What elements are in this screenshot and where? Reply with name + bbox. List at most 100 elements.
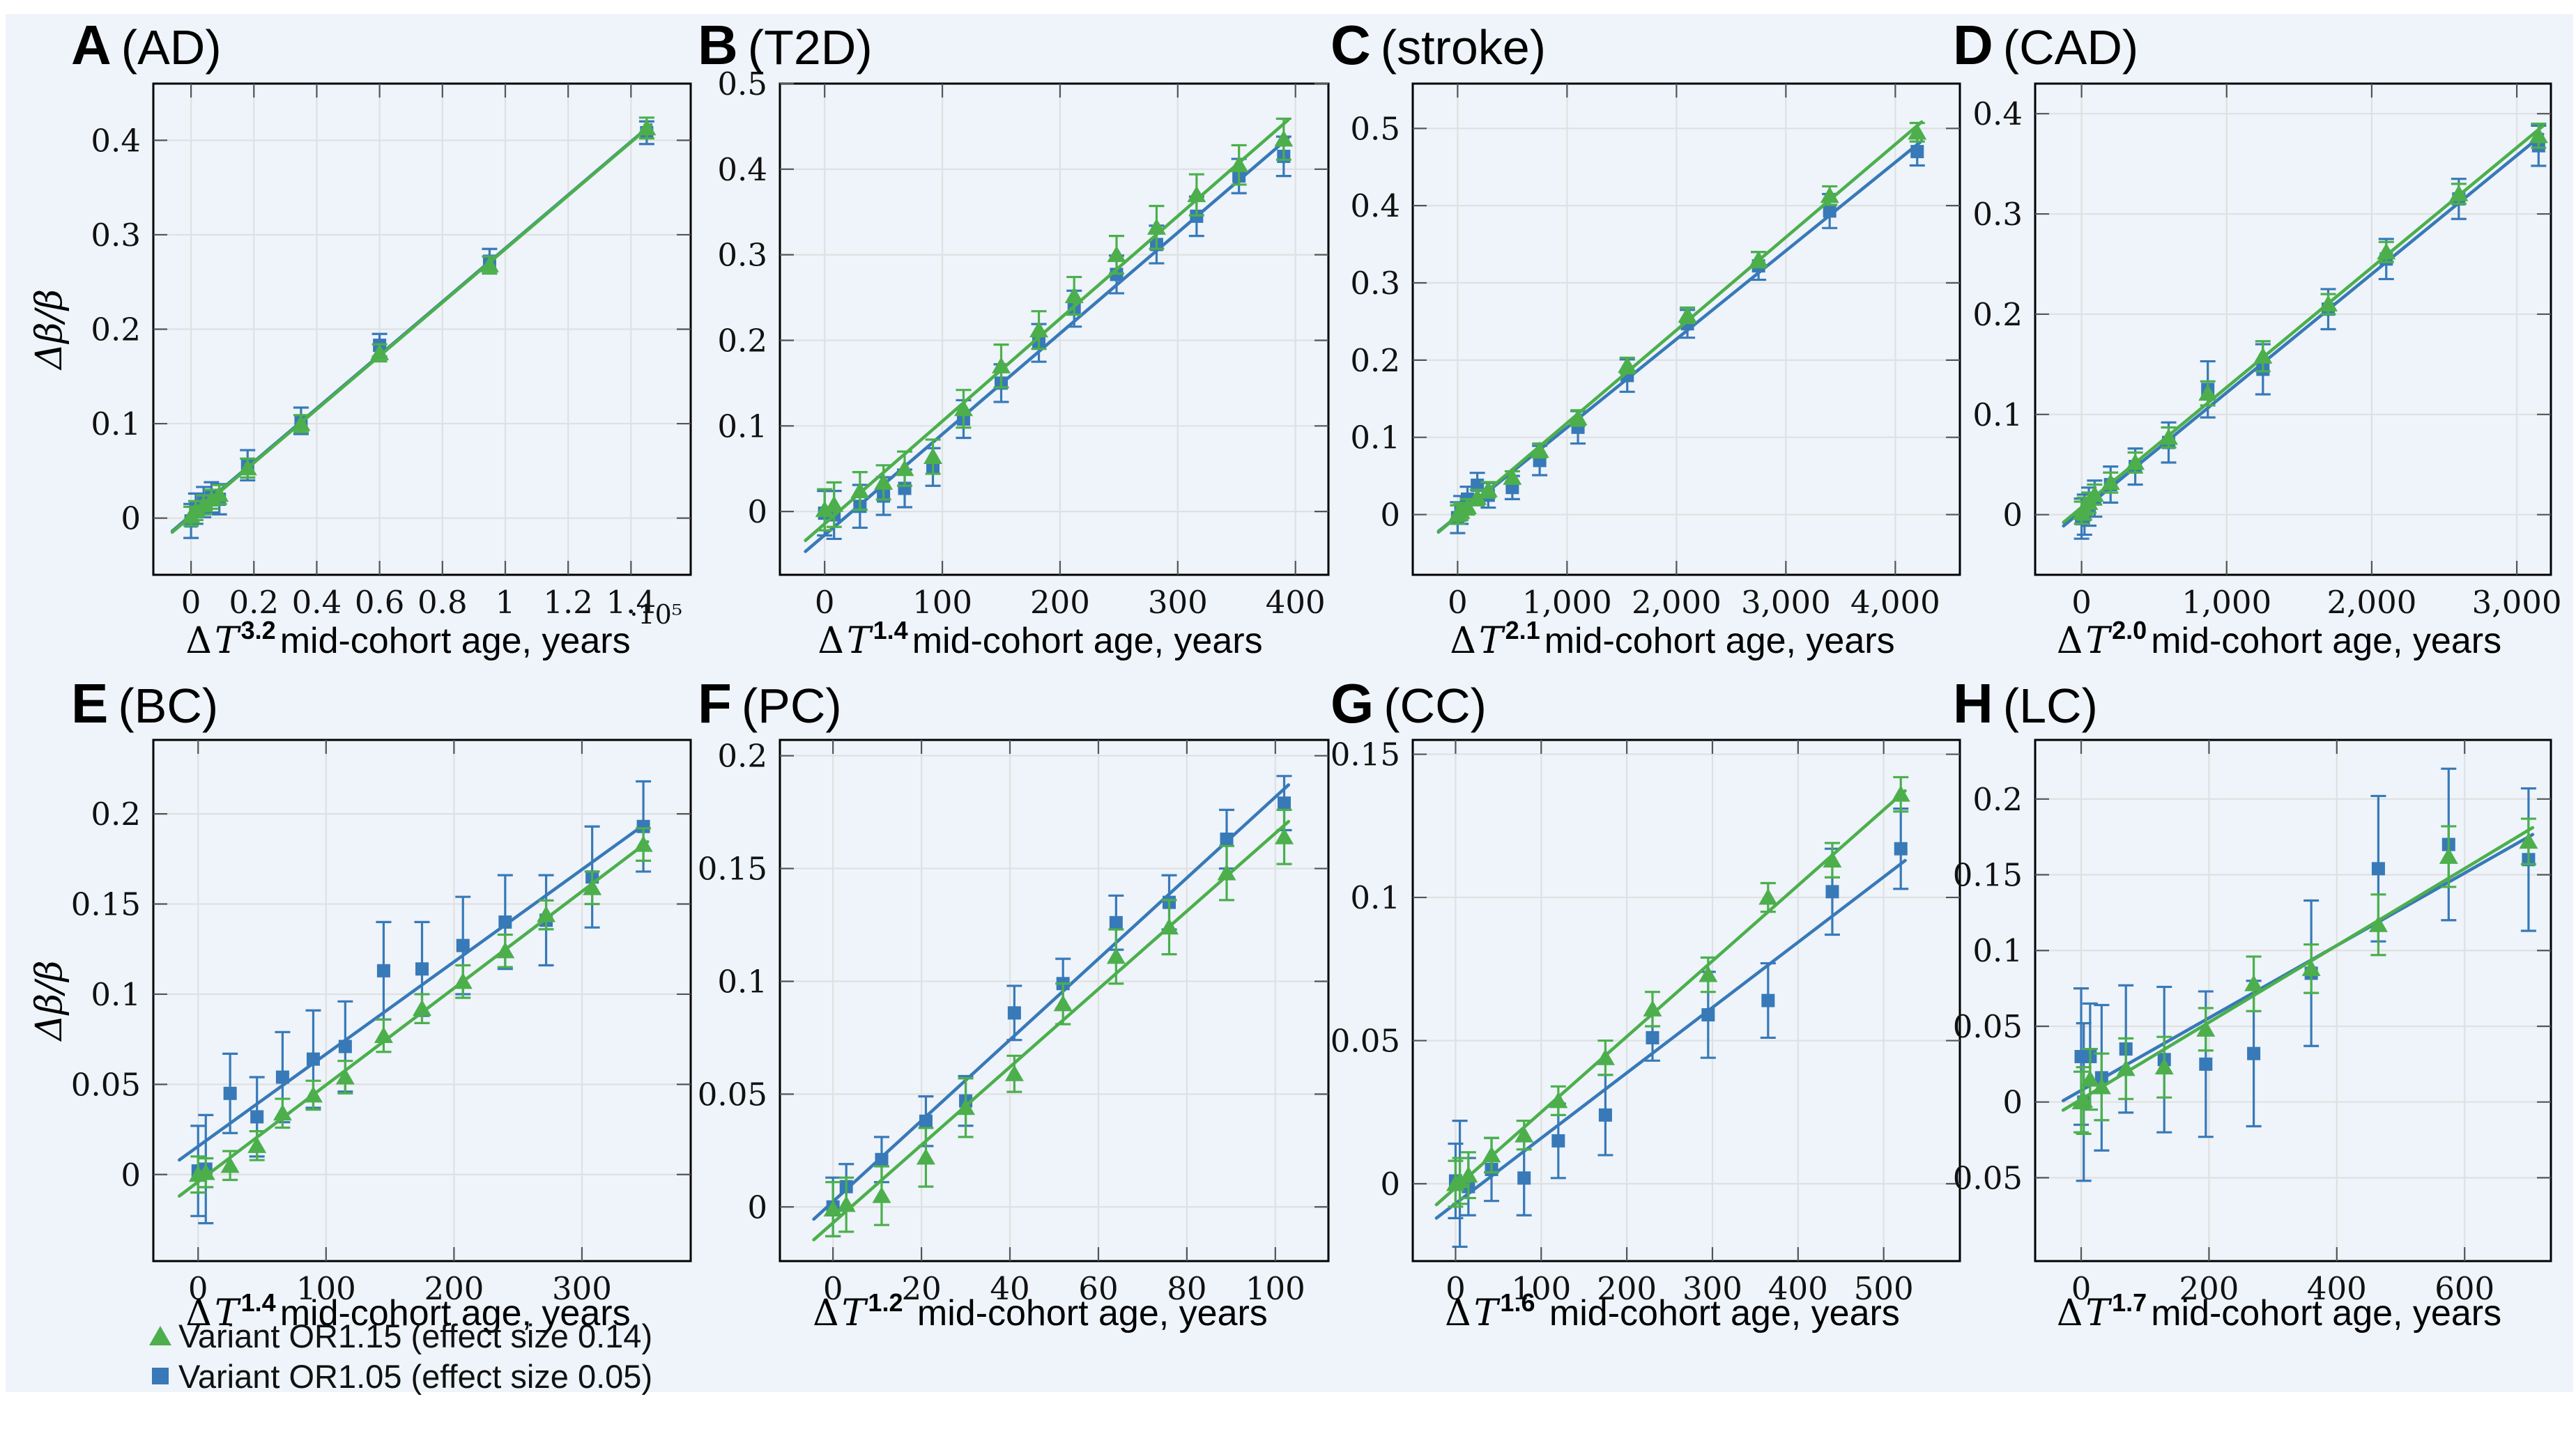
panel-g: 0 100 200 300 400 500 0 0.05 0.1 0.15G (CC) ΔT1.6 m…	[1331, 672, 1961, 1334]
x-tick-label: 200	[1597, 1270, 1657, 1307]
grid-lines	[780, 740, 1328, 1261]
y-tick-label: 0.15	[698, 851, 767, 888]
x-tick-label: 0	[2071, 1270, 2092, 1307]
y-tick-label: 0.15	[1953, 857, 2023, 894]
panel-h: 0 200 400 600 0.05 0 0.05 0.1 0.15 0.2 H (LC) ΔT1.7 m…	[1953, 672, 2552, 1334]
data-point-triangle	[1678, 306, 1697, 323]
data-point-triangle	[2116, 1059, 2136, 1076]
data-point-triangle	[1699, 966, 1718, 982]
series-or115	[1436, 120, 1927, 534]
y-tick-label: 0.3	[1350, 265, 1400, 302]
fit-line-or115	[170, 123, 653, 534]
axis-ticks: 0 100 200 300 400 0 0.1 0.2 0.3 0.4 0.5	[717, 65, 1328, 621]
data-point-triangle	[1549, 1091, 1568, 1109]
x-tick-label: 0	[188, 1270, 208, 1307]
panel-title: D (CAD)	[1953, 14, 2138, 76]
data-point-triangle	[1618, 356, 1637, 373]
x-axis-label: ΔT1.2 mid-cohort age, years	[813, 1288, 1268, 1334]
data-point-triangle	[2085, 485, 2104, 502]
data-point-square	[338, 1040, 352, 1053]
fit-line-or105	[812, 783, 1291, 1221]
data-point-triangle	[634, 835, 653, 852]
x-tick-label: 40	[990, 1270, 1029, 1307]
data-point-triangle	[850, 481, 870, 499]
data-point-triangle	[201, 490, 221, 507]
legend-label-or105: Variant OR1.05 (effect size 0.05)	[178, 1357, 653, 1395]
x-tick-label: 200	[424, 1270, 484, 1307]
x-axis-label: ΔT2.0 mid-cohort age, years	[2057, 616, 2501, 662]
fit-line-or115	[1436, 120, 1924, 534]
data-point-square	[223, 1086, 237, 1100]
data-point-triangle	[1187, 185, 1206, 203]
plot-box	[2034, 82, 2552, 576]
y-tick-label: 0.1	[91, 976, 141, 1013]
y-tick-label: 0.1	[1972, 396, 2023, 433]
x-tick-label: 3,000	[1741, 584, 1831, 621]
y-tick-label: 0.3	[717, 237, 767, 274]
data-point-square	[1761, 994, 1775, 1007]
y-axis-label: Δβ/β	[29, 960, 70, 1042]
y-tick-label: 0.15	[1331, 736, 1400, 773]
data-point-triangle	[874, 473, 894, 490]
data-point-square	[2247, 1046, 2261, 1060]
y-tick-label: 0	[121, 1157, 141, 1194]
data-point-triangle	[2318, 295, 2338, 312]
y-tick-label: 0.1	[717, 963, 767, 1000]
grid-lines	[1413, 84, 1960, 575]
data-point-triangle	[1503, 468, 1522, 485]
x-axis-label: ΔT1.6 mid-cohort age, years	[1445, 1288, 1900, 1334]
data-point-triangle	[956, 1098, 976, 1115]
data-point-triangle	[1459, 1166, 1478, 1183]
x-tick-label: 100	[1511, 1270, 1571, 1307]
y-tick-label: 0.05	[71, 1066, 141, 1103]
x-tick-label: 600	[2435, 1270, 2494, 1307]
data-point-triangle	[496, 941, 515, 959]
data-point-square	[1220, 832, 1234, 846]
data-point-triangle	[2253, 347, 2273, 364]
data-point-triangle	[1160, 918, 1179, 935]
axis-ticks: 0 1,000 2,000 3,000 0 0.1 0.2 0.3 0.4	[1972, 84, 2561, 621]
x-tick-label: 200	[1030, 584, 1090, 621]
x-tick-label: 300	[1682, 1270, 1742, 1307]
fit-line-or115	[804, 118, 1290, 543]
data-point-square	[1910, 145, 1924, 159]
data-point-square	[1551, 1134, 1565, 1148]
y-tick-label: 0.1	[1350, 879, 1400, 916]
data-point-triangle	[1107, 245, 1126, 263]
y-tick-label: 0.15	[71, 886, 141, 923]
y-tick-label: 0	[2002, 497, 2023, 534]
data-point-square	[1646, 1030, 1659, 1044]
series-or115	[2061, 817, 2538, 1135]
y-tick-label: 0.2	[717, 738, 767, 775]
y-tick-label: 0.3	[1972, 196, 2023, 233]
x-tick-label: 0.4	[292, 584, 342, 621]
figure-background	[6, 14, 2573, 1392]
x-tick-label: 3,000	[2472, 584, 2562, 621]
legend-label-or115: Variant OR1.15 (effect size 0.14)	[178, 1317, 653, 1354]
data-point-triangle	[1147, 218, 1166, 235]
x-tick-label: 80	[1167, 1270, 1206, 1307]
axis-ticks: 0 20 40 60 80 100 0 0.05 0.1 0.15 0.2	[698, 738, 1328, 1307]
data-point-triangle	[1758, 888, 1778, 905]
x-tick-label: 1.4	[606, 584, 657, 621]
data-point-square	[636, 819, 650, 833]
x-tick-label: 0	[2071, 584, 2092, 621]
series-or115	[177, 827, 653, 1198]
data-point-triangle	[291, 415, 311, 431]
data-point-triangle	[1595, 1049, 1615, 1065]
data-point-triangle	[1482, 1145, 1501, 1163]
data-point-triangle	[1749, 250, 1768, 268]
data-point-square	[1278, 796, 1291, 810]
y-tick-label: 0.05	[1953, 1159, 2023, 1196]
data-point-triangle	[953, 399, 973, 417]
data-point-square	[376, 964, 390, 978]
data-point-triangle	[453, 972, 473, 989]
x-axis-label: ΔT1.7 mid-cohort age, years	[2057, 1288, 2501, 1334]
panel-title: H (LC)	[1953, 672, 2098, 734]
data-point-triangle	[1891, 785, 1910, 802]
y-tick-label: 0	[747, 1189, 767, 1226]
panel-a: 0 0.2 0.4 0.6 0.8 1 1.2 1.4 0 0.1 0.2 0.3 0.4 ·10⁵ A (A…	[29, 14, 692, 662]
data-point-triangle	[2198, 384, 2218, 401]
grid-lines	[2035, 740, 2551, 1261]
legend: Variant OR1.15 (effect size 0.14) Varian…	[142, 1317, 653, 1395]
